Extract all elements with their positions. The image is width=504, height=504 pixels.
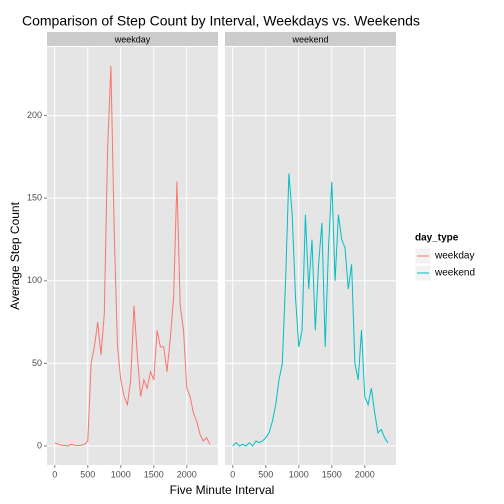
x-tick-label: 1000 xyxy=(111,469,131,479)
line xyxy=(54,65,211,447)
y-tick-label: 0 xyxy=(37,440,42,450)
y-axis-label: Average Step Count xyxy=(8,201,22,310)
x-tick-label: 1500 xyxy=(144,469,164,479)
y-tick-label: 100 xyxy=(27,275,42,285)
chart-title: Comparison of Step Count by Interval, We… xyxy=(22,13,420,29)
legend-label: weekend xyxy=(434,268,475,279)
x-axis-label: Five Minute Interval xyxy=(170,483,275,497)
x-tick-label: 500 xyxy=(80,469,95,479)
strip xyxy=(47,32,218,46)
x-tick-label: 0 xyxy=(52,469,57,479)
y-tick-label: 150 xyxy=(27,193,42,203)
y-tick-label: 200 xyxy=(27,110,42,120)
line xyxy=(232,173,389,447)
panel xyxy=(47,47,218,465)
x-tick-label: 2000 xyxy=(177,469,197,479)
x-tick-label: 500 xyxy=(258,469,273,479)
strip xyxy=(225,32,396,46)
x-tick-label: 1000 xyxy=(289,469,309,479)
strip-label: weekday xyxy=(114,34,151,44)
y-tick-label: 50 xyxy=(32,358,42,368)
legend-label: weekday xyxy=(434,251,474,262)
strip-label: weekend xyxy=(291,34,328,44)
x-tick-label: 1500 xyxy=(322,469,342,479)
x-tick-label: 0 xyxy=(230,469,235,479)
legend-title: day_type xyxy=(415,233,459,244)
x-tick-label: 2000 xyxy=(355,469,375,479)
